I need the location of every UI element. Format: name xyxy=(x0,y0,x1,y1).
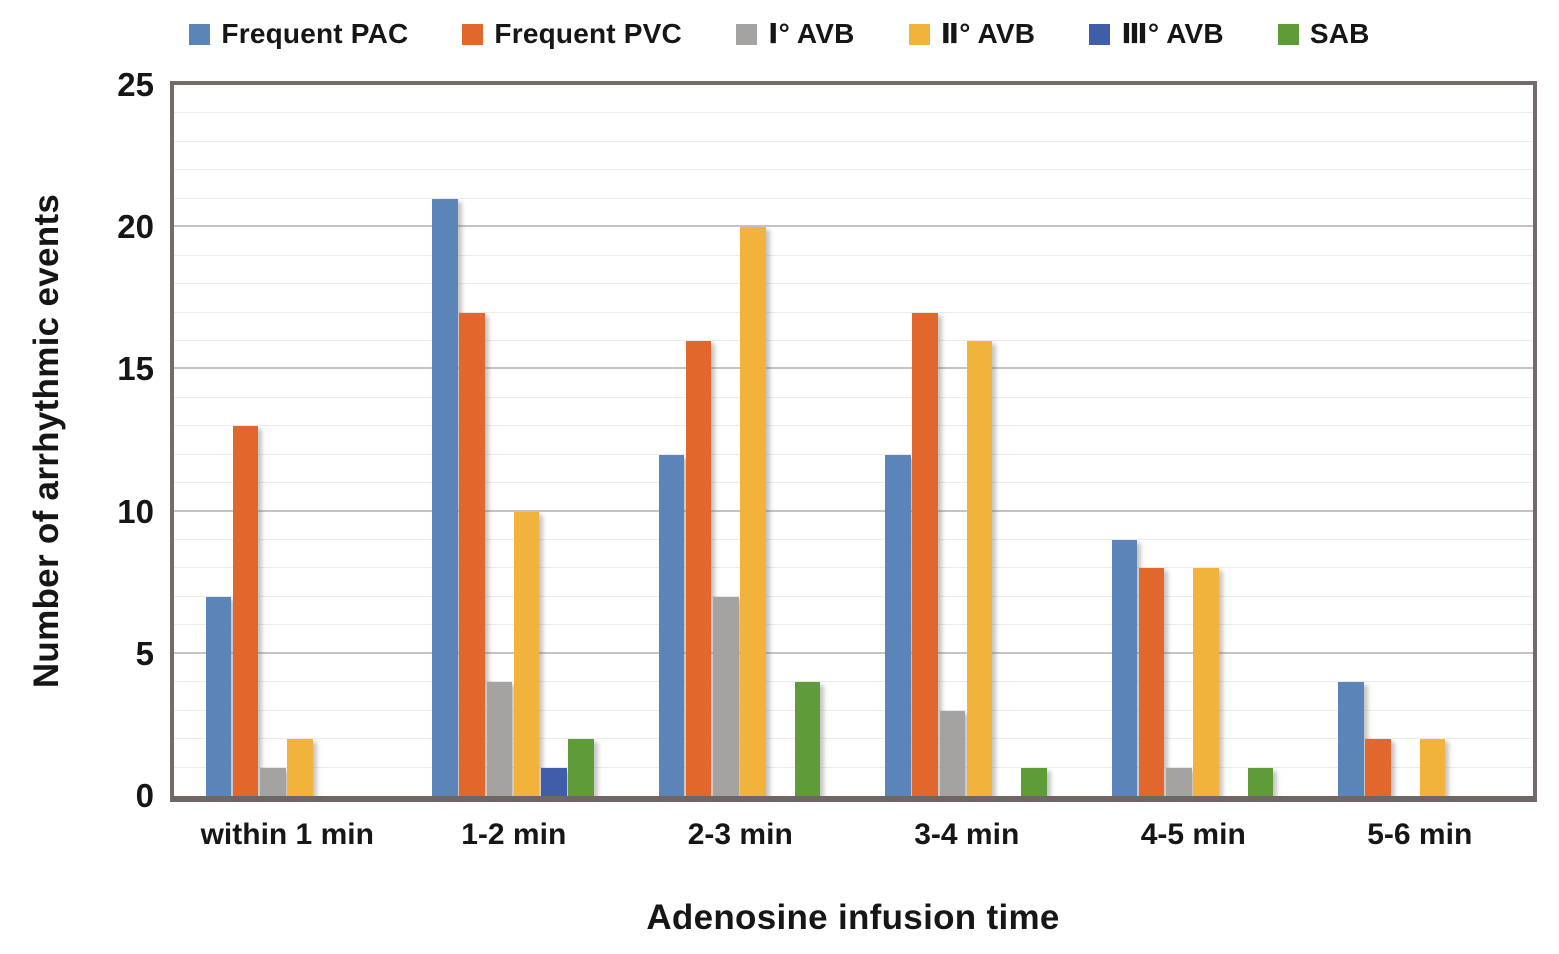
minor-gridline-14 xyxy=(174,396,1533,398)
major-gridline-20 xyxy=(174,225,1533,228)
chart-legend: Frequent PAC Frequent PVC Ⅰ° AVB Ⅱ° AVB Ⅲ° A… xyxy=(0,12,1559,56)
x-tick-label-within-1-min: within 1 min xyxy=(200,818,374,851)
bar-sab-2-3-min xyxy=(794,682,821,796)
y-tick-label-20: 20 xyxy=(117,208,154,246)
legend-label-frequent-pvc: Frequent PVC xyxy=(494,18,682,49)
legend-item-sab: SAB xyxy=(1277,18,1370,49)
legend-swatch-avb xyxy=(908,23,930,45)
bar-frequent-pac-5-6-min xyxy=(1338,682,1364,796)
minor-gridline-2 xyxy=(174,738,1533,740)
bar-avb-5-6-min xyxy=(1419,739,1446,796)
minor-gridline-1 xyxy=(174,766,1533,768)
minor-gridline-16 xyxy=(174,339,1533,341)
x-tick-label-3-4-min: 3-4 min xyxy=(914,818,1020,851)
bar-avb-4-5-min xyxy=(1166,767,1192,796)
bar-frequent-pvc-4-5-min xyxy=(1138,568,1165,796)
legend-label-avb: Ⅰ° AVB xyxy=(767,18,855,49)
x-tick-label-5-6-min: 5-6 min xyxy=(1367,818,1473,851)
legend-swatch-avb xyxy=(735,23,757,45)
major-gridline-15 xyxy=(174,367,1533,370)
minor-gridline-12 xyxy=(174,453,1533,455)
bar-avb-4-5-min xyxy=(1193,568,1219,796)
major-gridline-5 xyxy=(174,651,1533,654)
minor-gridline-6 xyxy=(174,624,1533,626)
y-tick-label-25: 25 xyxy=(117,66,154,103)
minor-gridline-3 xyxy=(174,709,1533,711)
minor-gridline-24 xyxy=(174,112,1533,114)
minor-gridline-4 xyxy=(174,681,1533,683)
y-axis-title: Number of arrhythmic events xyxy=(27,193,66,689)
bar-avb-2-3-min xyxy=(740,227,766,796)
minor-gridline-8 xyxy=(174,567,1533,569)
bar-sab-1-2-min xyxy=(568,739,594,796)
bar-frequent-pvc-5-6-min xyxy=(1365,739,1391,796)
y-tick-label-0: 0 xyxy=(135,777,154,814)
bar-frequent-pvc-1-2-min xyxy=(459,312,485,796)
major-gridline-10 xyxy=(174,509,1533,512)
legend-label-sab: SAB xyxy=(1309,18,1370,49)
x-tick-label-4-5-min: 4-5 min xyxy=(1140,818,1246,851)
minor-gridline-11 xyxy=(174,482,1533,484)
bar-avb-within-1-min xyxy=(260,767,286,796)
bar-avb-1-2-min xyxy=(513,511,540,796)
legend-label-avb: Ⅲ° AVB xyxy=(1121,18,1224,49)
legend-label-frequent-pac: Frequent PAC xyxy=(221,18,409,49)
legend-item-avb: Ⅰ° AVB xyxy=(735,18,855,49)
minor-gridline-7 xyxy=(174,595,1533,597)
minor-gridline-21 xyxy=(174,197,1533,199)
minor-gridline-9 xyxy=(174,539,1533,541)
legend-item-avb: Ⅲ° AVB xyxy=(1089,19,1224,49)
bar-frequent-pvc-3-4-min xyxy=(912,312,938,796)
bar-frequent-pvc-2-3-min xyxy=(685,340,712,796)
bar-frequent-pac-4-5-min xyxy=(1111,540,1138,796)
bar-frequent-pac-1-2-min xyxy=(432,198,458,796)
minor-gridline-18 xyxy=(174,283,1533,285)
minor-gridline-13 xyxy=(174,425,1533,427)
bar-frequent-pvc-within-1-min xyxy=(232,426,259,796)
legend-item-avb: Ⅱ° AVB xyxy=(908,18,1036,49)
x-tick-label-1-2-min: 1-2 min xyxy=(461,818,567,851)
bar-avb-1-2-min xyxy=(540,767,567,796)
bar-sab-4-5-min xyxy=(1247,767,1274,796)
bar-frequent-pac-2-3-min xyxy=(658,454,685,796)
legend-swatch-frequent-pvc xyxy=(462,23,484,45)
minor-gridline-22 xyxy=(174,169,1533,171)
legend-swatch-sab xyxy=(1277,23,1299,45)
bar-frequent-pac-within-1-min xyxy=(205,596,232,796)
bar-avb-1-2-min xyxy=(486,682,513,796)
legend-swatch-avb xyxy=(1089,23,1111,45)
bar-sab-3-4-min xyxy=(1021,767,1047,796)
legend-item-frequent-pac: Frequent PAC xyxy=(189,19,408,49)
bar-avb-3-4-min xyxy=(939,710,966,796)
legend-item-frequent-pvc: Frequent PVC xyxy=(462,19,682,49)
bar-avb-3-4-min xyxy=(966,340,993,796)
y-tick-label-15: 15 xyxy=(117,350,154,388)
y-tick-label-5: 5 xyxy=(135,634,154,672)
x-axis-title: Adenosine infusion time xyxy=(646,898,1060,937)
bar-avb-2-3-min xyxy=(713,596,739,796)
minor-gridline-23 xyxy=(174,140,1533,142)
legend-label-avb: Ⅱ° AVB xyxy=(940,18,1036,49)
bar-frequent-pac-3-4-min xyxy=(885,454,911,796)
legend-swatch-frequent-pac xyxy=(189,23,211,45)
minor-gridline-17 xyxy=(174,311,1533,313)
minor-gridline-19 xyxy=(174,254,1533,256)
y-tick-label-10: 10 xyxy=(117,492,154,530)
bar-avb-within-1-min xyxy=(287,739,313,796)
x-tick-label-2-3-min: 2-3 min xyxy=(687,818,793,851)
plot-area xyxy=(170,81,1537,802)
